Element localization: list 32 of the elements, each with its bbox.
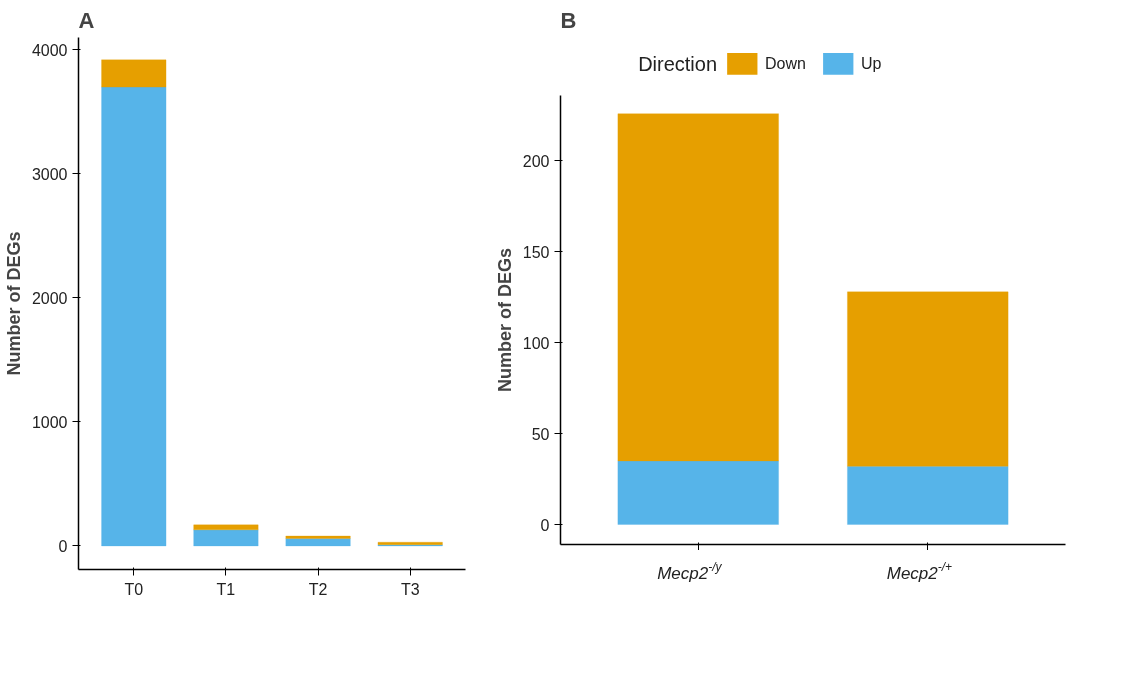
y-tick-label: 3000 [31,165,68,183]
chart-title: B [560,7,577,33]
x-tick-label: T3 [400,580,420,598]
y-tick-label: 0 [540,516,550,534]
bar [846,291,1009,467]
x-tick-label: T2 [308,580,328,598]
x-tick-label: Mecp2-/+ [886,560,953,583]
bar [285,538,351,547]
x-tick-label: T0 [124,580,144,598]
y-tick-label: 50 [531,425,550,443]
bar [846,465,1009,525]
y-tick-label: 0 [58,537,68,555]
y-tick-label: 1000 [31,413,68,431]
legend-label: Up [860,55,882,73]
x-tick-label: T1 [216,580,236,598]
bar [101,59,167,88]
bar [193,529,259,547]
legend-title: Direction [638,52,718,75]
legend-label: Down [765,55,806,73]
y-tick-label: 150 [522,243,550,261]
y-axis-title: Number of DEGs [494,247,515,393]
y-tick-label: 200 [522,152,550,170]
bar [617,113,780,462]
y-tick-label: 2000 [31,289,68,307]
y-tick-label: 4000 [31,41,68,59]
bar [101,86,167,547]
y-axis-title: Number of DEGs [3,231,24,376]
chart-title: A [78,7,95,33]
y-tick-label: 100 [522,334,550,352]
bar [617,460,780,525]
bar [193,524,259,531]
bar [285,535,351,539]
